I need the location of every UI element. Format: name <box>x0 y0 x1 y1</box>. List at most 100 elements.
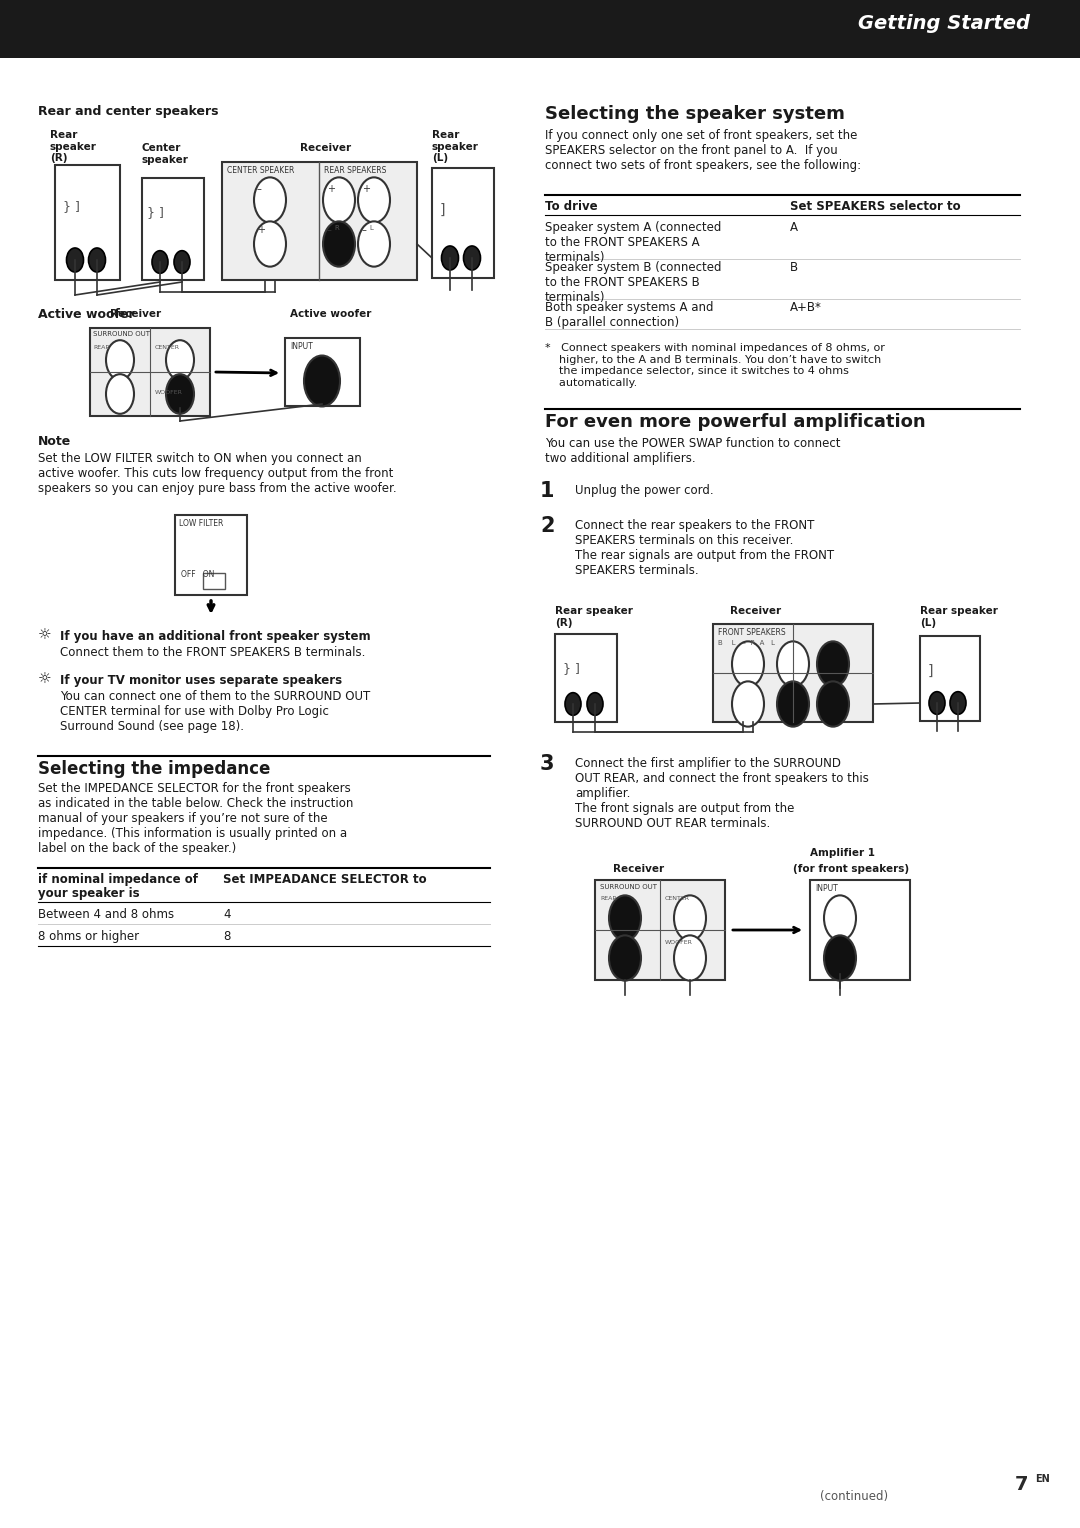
Text: INPUT: INPUT <box>815 885 838 892</box>
Text: Getting Started: Getting Started <box>858 14 1030 34</box>
Ellipse shape <box>609 895 642 941</box>
Text: } ]: } ] <box>563 662 580 675</box>
Ellipse shape <box>174 251 190 274</box>
Text: +: + <box>327 183 335 194</box>
Ellipse shape <box>777 681 809 727</box>
Ellipse shape <box>152 251 168 274</box>
Text: REAR: REAR <box>93 345 110 350</box>
Text: Receiver: Receiver <box>613 863 664 874</box>
Ellipse shape <box>166 341 194 380</box>
Text: CENTER SPEAKER: CENTER SPEAKER <box>227 167 295 176</box>
Text: ]: ] <box>440 203 446 217</box>
Text: –: – <box>362 225 367 235</box>
Ellipse shape <box>303 356 340 406</box>
Text: Rear speaker
(R): Rear speaker (R) <box>555 607 633 628</box>
Ellipse shape <box>357 222 390 267</box>
Bar <box>595 880 725 979</box>
Ellipse shape <box>609 935 642 981</box>
Ellipse shape <box>106 374 134 414</box>
Text: Selecting the impedance: Selecting the impedance <box>38 759 270 778</box>
Text: Center
speaker: Center speaker <box>141 144 189 165</box>
Text: ☼: ☼ <box>38 672 52 688</box>
Text: A+B*: A+B* <box>789 301 822 313</box>
Bar <box>555 634 617 723</box>
Text: 2: 2 <box>540 516 554 536</box>
Text: B: B <box>789 261 798 274</box>
Text: If your TV monitor uses separate speakers: If your TV monitor uses separate speaker… <box>60 674 342 688</box>
Text: your speaker is: your speaker is <box>38 886 139 900</box>
Text: } ]: } ] <box>147 206 164 219</box>
Text: WOOFER: WOOFER <box>665 940 693 944</box>
Text: SURROUND OUT: SURROUND OUT <box>93 332 150 338</box>
Text: To drive: To drive <box>545 200 597 212</box>
Text: REAR SPEAKERS: REAR SPEAKERS <box>324 167 387 176</box>
Text: R: R <box>334 225 339 231</box>
Text: Amplifier 1: Amplifier 1 <box>810 848 875 859</box>
Bar <box>0 0 1080 58</box>
Text: (continued): (continued) <box>820 1490 888 1504</box>
Text: Connect the rear speakers to the FRONT
SPEAKERS terminals on this receiver.
The : Connect the rear speakers to the FRONT S… <box>575 520 834 578</box>
Ellipse shape <box>929 692 945 714</box>
Ellipse shape <box>463 246 481 270</box>
Text: Set SPEAKERS selector to: Set SPEAKERS selector to <box>789 200 960 212</box>
Text: Receiver: Receiver <box>730 607 781 616</box>
Text: If you have an additional front speaker system: If you have an additional front speaker … <box>60 630 370 643</box>
Bar <box>432 168 494 278</box>
Text: LOW FILTER: LOW FILTER <box>179 520 224 529</box>
Ellipse shape <box>732 681 764 727</box>
Text: EN: EN <box>1035 1475 1050 1484</box>
Text: B    L   –  R  A   L: B L – R A L <box>718 640 775 646</box>
Text: ]: ] <box>928 665 933 678</box>
Text: A: A <box>789 222 798 234</box>
Text: } ]: } ] <box>63 200 80 212</box>
Bar <box>203 573 225 588</box>
Text: Rear
speaker
(L): Rear speaker (L) <box>432 130 478 163</box>
Text: If you connect only one set of front speakers, set the
SPEAKERS selector on the : If you connect only one set of front spe… <box>545 128 861 173</box>
Text: Note: Note <box>38 435 71 448</box>
Ellipse shape <box>323 222 355 267</box>
Text: Connect the first amplifier to the SURROUND
OUT REAR, and connect the front spea: Connect the first amplifier to the SURRO… <box>575 756 869 830</box>
Text: *   Connect speakers with nominal impedances of 8 ohms, or
    higher, to the A : * Connect speakers with nominal impedanc… <box>545 342 885 388</box>
Text: CENTER: CENTER <box>665 895 690 902</box>
Text: INPUT: INPUT <box>291 342 313 351</box>
Bar <box>285 338 360 406</box>
Text: REAR: REAR <box>600 895 617 902</box>
Text: Connect them to the FRONT SPEAKERS B terminals.: Connect them to the FRONT SPEAKERS B ter… <box>60 646 365 659</box>
Bar <box>141 177 204 280</box>
Text: Between 4 and 8 ohms: Between 4 and 8 ohms <box>38 908 174 921</box>
Text: 8: 8 <box>222 931 230 943</box>
Bar <box>90 329 210 416</box>
Text: (for front speakers): (for front speakers) <box>793 863 909 874</box>
Text: 3: 3 <box>540 753 554 775</box>
Bar <box>175 515 247 594</box>
Ellipse shape <box>732 642 764 686</box>
Text: OFF   ON: OFF ON <box>181 570 214 579</box>
Text: –: – <box>327 225 332 235</box>
Ellipse shape <box>442 246 459 270</box>
Bar <box>920 636 980 721</box>
Ellipse shape <box>254 222 286 267</box>
Text: if nominal impedance of: if nominal impedance of <box>38 872 198 886</box>
Text: 4: 4 <box>222 908 230 921</box>
Text: –: – <box>257 183 261 194</box>
Text: Speaker system A (connected
to the FRONT SPEAKERS A
terminals): Speaker system A (connected to the FRONT… <box>545 222 721 264</box>
Text: 8 ohms or higher: 8 ohms or higher <box>38 931 139 943</box>
Text: Unplug the power cord.: Unplug the power cord. <box>575 484 714 497</box>
Ellipse shape <box>824 895 856 941</box>
Text: Rear
speaker
(R): Rear speaker (R) <box>50 130 97 163</box>
Text: Both speaker systems A and
B (parallel connection): Both speaker systems A and B (parallel c… <box>545 301 714 329</box>
Ellipse shape <box>357 177 390 223</box>
Text: Set the IMPEDANCE SELECTOR for the front speakers
as indicated in the table belo: Set the IMPEDANCE SELECTOR for the front… <box>38 782 353 856</box>
Text: FRONT SPEAKERS: FRONT SPEAKERS <box>718 628 785 637</box>
Text: 7: 7 <box>1015 1475 1028 1494</box>
Ellipse shape <box>254 177 286 223</box>
Ellipse shape <box>588 692 603 715</box>
Ellipse shape <box>166 374 194 414</box>
Ellipse shape <box>816 681 849 727</box>
Text: Receiver: Receiver <box>110 309 161 319</box>
Text: +: + <box>257 225 265 235</box>
Text: +: + <box>362 183 370 194</box>
Text: For even more powerful amplification: For even more powerful amplification <box>545 413 926 431</box>
Text: ☼: ☼ <box>38 628 52 643</box>
Text: You can use the POWER SWAP function to connect
two additional amplifiers.: You can use the POWER SWAP function to c… <box>545 437 840 465</box>
